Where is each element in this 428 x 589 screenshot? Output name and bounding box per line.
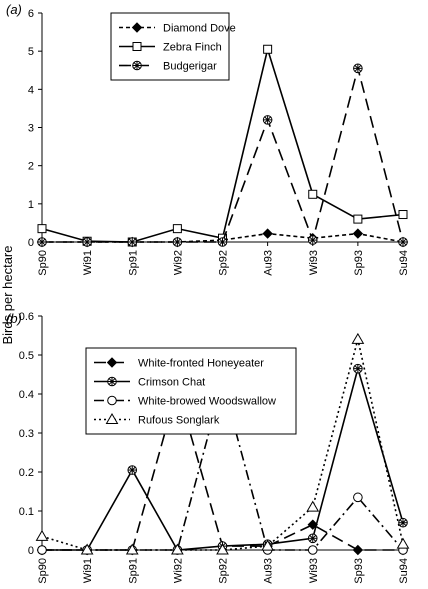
x-tick-label: Sp93 [353, 250, 365, 276]
x-tick-label: Wi92 [172, 558, 184, 583]
y-tick-label: 0.1 [19, 506, 34, 518]
panel-label: (b) [6, 311, 22, 326]
data-point [351, 332, 365, 344]
legend-entry: Zebra Finch [163, 42, 222, 54]
data-point [80, 543, 94, 555]
shared-y-axis-label: Birds per hectare [0, 246, 15, 345]
data-point [217, 237, 228, 247]
y-tick-label: 3 [28, 123, 34, 135]
data-point [398, 210, 408, 220]
data-point [216, 543, 229, 555]
x-tick-label: Su94 [398, 250, 410, 276]
data-point [127, 237, 138, 247]
x-tick-label: Sp91 [127, 558, 139, 584]
y-tick-label: 6 [28, 8, 34, 20]
data-point [262, 228, 273, 239]
data-point [172, 224, 182, 234]
x-tick-label: Sp90 [37, 558, 49, 584]
legend-entry: Diamond Dove [163, 23, 236, 35]
data-point [398, 237, 408, 247]
y-tick-label: 0.3 [19, 428, 34, 440]
data-point [398, 517, 408, 528]
legend-entry: White-fronted Honeyeater [138, 358, 264, 370]
y-tick-label: 2 [28, 161, 34, 173]
data-point [352, 544, 364, 556]
y-tick-label: 0.4 [19, 389, 34, 401]
legend-marker [107, 376, 117, 387]
series-rufous-songlark [35, 332, 410, 555]
panel-a-chart: (a) 0 1 2 3 4 5 6 Sp90 Wi91 Sp91 Wi92 Sp92 Au93 Wi93 Sp… [6, 2, 410, 276]
y-tick-label: 4 [28, 84, 34, 96]
x-tick-label: Sp92 [218, 250, 230, 276]
legend-entry: White-browed Woodswallow [138, 396, 276, 408]
data-point [306, 500, 320, 512]
legend-marker [105, 413, 119, 424]
legend-marker [132, 60, 142, 71]
data-point [352, 228, 364, 239]
data-point [125, 543, 139, 555]
x-tick-label: Sp93 [353, 558, 365, 584]
x-tick-label: Wi92 [172, 250, 184, 275]
y-tick-label: 0.2 [19, 467, 34, 479]
data-point [307, 235, 318, 245]
y-tick-label: 0 [28, 545, 34, 557]
x-tick-label: Wi93 [308, 558, 320, 583]
data-point [172, 237, 183, 247]
data-point [82, 237, 92, 247]
y-tick-label: 0.6 [19, 311, 34, 323]
legend-marker [132, 42, 142, 51]
data-point [37, 545, 47, 555]
data-point [396, 537, 410, 549]
legend: White-fronted Honeyeater Crimson Chat Whit… [85, 347, 297, 435]
x-tick-label: Sp91 [127, 250, 139, 276]
series-line-budgerigar [42, 65, 404, 243]
x-tick-label: Au93 [263, 250, 275, 276]
x-tick-label: Wi91 [82, 558, 94, 583]
data-point [37, 224, 47, 234]
data-point [353, 214, 363, 224]
panel-b-chart: (b) 0 0.1 0.2 0.3 0.4 0.5 0.6 Sp90 Wi91 Sp91 Wi92 Sp… [6, 311, 410, 584]
x-tick-label: Wi93 [308, 250, 320, 275]
data-point [353, 363, 363, 374]
data-point [262, 115, 273, 125]
legend-marker [106, 357, 118, 368]
series-budgerigar [37, 63, 408, 247]
series-line-diamond-dove [42, 232, 404, 243]
legend: Diamond Dove Zebra Finch Budgerigar [110, 12, 236, 81]
data-point [353, 63, 363, 74]
data-point [37, 237, 47, 247]
x-tick-label: Sp92 [218, 558, 230, 584]
y-tick-label: 5 [28, 46, 34, 58]
x-tick-label: Su94 [398, 558, 410, 584]
y-tick-label: 1 [28, 199, 34, 211]
y-tick-label: 0 [28, 237, 34, 249]
legend-entry: Rufous Songlark [138, 415, 220, 427]
legend-marker [131, 22, 143, 33]
data-point [263, 44, 273, 54]
x-tick-label: Sp90 [37, 250, 49, 276]
legend-marker [107, 395, 117, 406]
data-point [308, 189, 318, 199]
data-point [353, 492, 363, 503]
x-tick-label: Wi91 [82, 250, 94, 275]
panel-label: (a) [6, 2, 22, 17]
data-point [171, 543, 184, 555]
y-tick-label: 0.5 [19, 350, 34, 362]
x-tick-label: Au93 [263, 558, 275, 584]
legend-entry: Budgerigar [163, 61, 217, 73]
data-point [307, 545, 318, 555]
data-point [35, 529, 49, 541]
data-point [307, 533, 318, 544]
data-point [127, 465, 138, 475]
data-point [261, 539, 274, 551]
legend-entry: Crimson Chat [138, 377, 205, 389]
